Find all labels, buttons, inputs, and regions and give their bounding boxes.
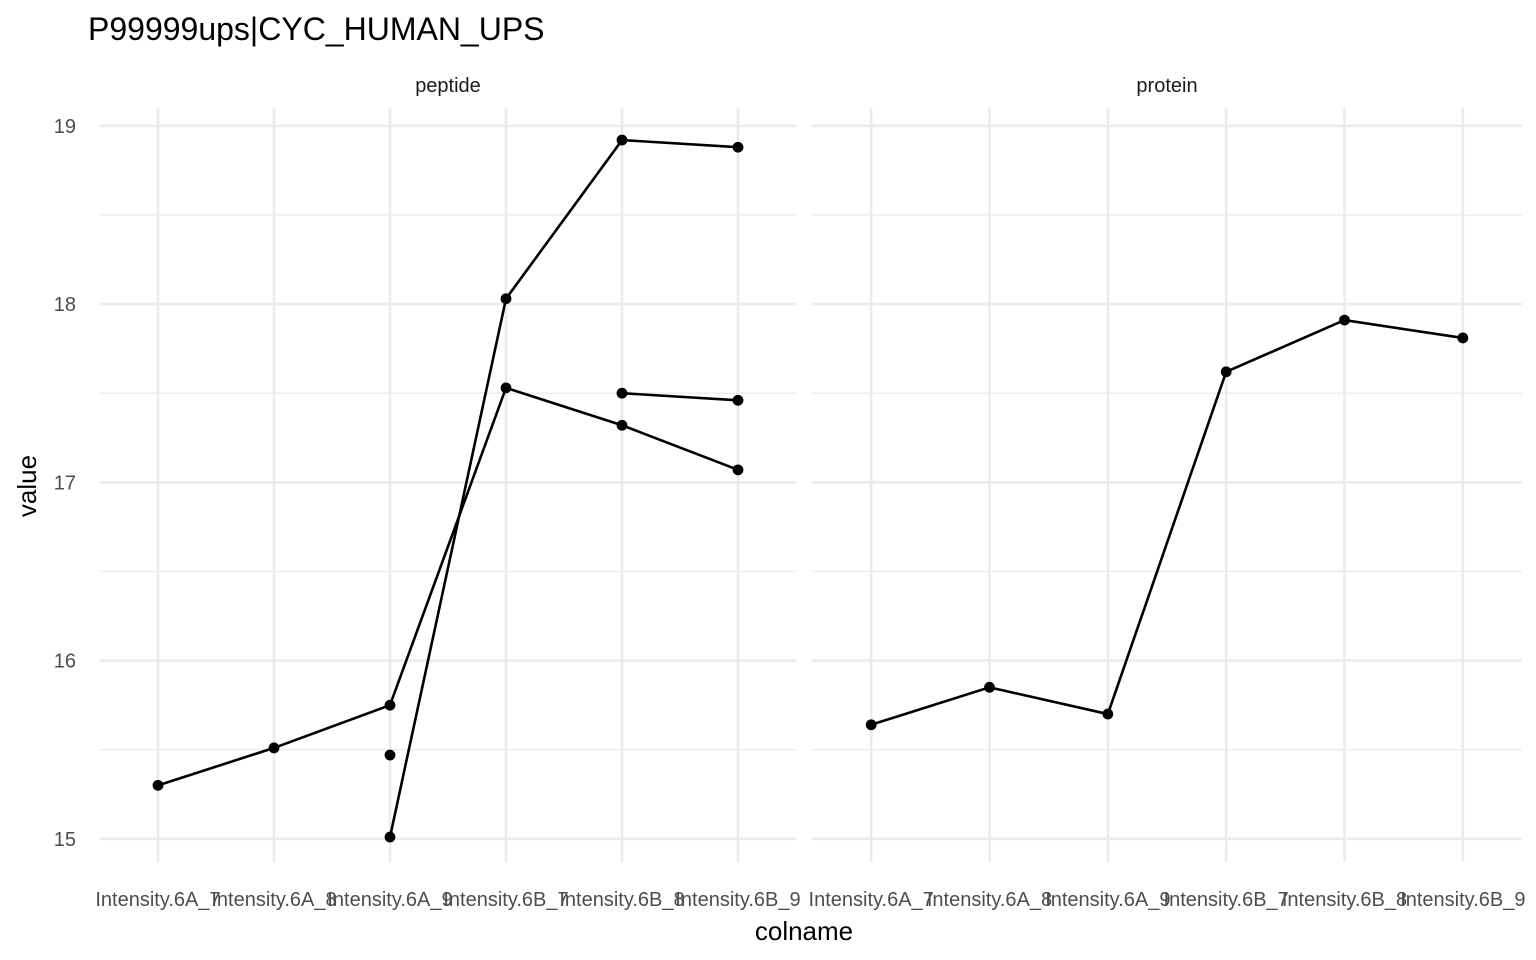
data-point xyxy=(500,293,512,305)
data-point xyxy=(500,382,512,394)
y-tick-label: 15 xyxy=(54,829,76,851)
data-point xyxy=(732,464,744,476)
data-point xyxy=(1220,366,1232,378)
facet-panel-peptide: peptideIntensity.6A_7Intensity.6A_8Inten… xyxy=(54,75,801,911)
x-tick-label: Intensity.6A_9 xyxy=(1045,889,1170,911)
x-tick-label: Intensity.6A_9 xyxy=(327,889,452,911)
y-tick-label: 18 xyxy=(54,294,76,316)
facet-strip-label: protein xyxy=(1136,75,1197,97)
data-point xyxy=(384,749,396,761)
data-point xyxy=(384,831,396,843)
x-axis-title: colname xyxy=(755,916,853,946)
y-tick-label: 19 xyxy=(54,116,76,138)
data-point xyxy=(1102,708,1114,720)
series-line-4 xyxy=(621,391,739,402)
x-tick-label: Intensity.6B_9 xyxy=(1400,889,1525,911)
x-tick-label: Intensity.6B_8 xyxy=(1282,889,1407,911)
data-point xyxy=(865,719,877,731)
x-tick-label: Intensity.6A_7 xyxy=(95,889,220,911)
data-point xyxy=(732,141,744,153)
x-tick-label: Intensity.6A_8 xyxy=(927,889,1052,911)
x-tick-label: Intensity.6A_7 xyxy=(809,889,934,911)
facet-strip-label: peptide xyxy=(415,75,481,97)
data-point xyxy=(984,681,995,693)
series-line-1 xyxy=(870,318,1464,726)
y-tick-label: 17 xyxy=(54,472,76,494)
data-point xyxy=(152,779,164,791)
series-line-1 xyxy=(157,386,739,787)
x-tick-label: Intensity.6B_8 xyxy=(559,889,684,911)
data-point xyxy=(616,134,628,146)
x-tick-label: Intensity.6B_7 xyxy=(1164,889,1289,911)
y-tick-label: 16 xyxy=(54,651,76,673)
facet-panels: peptideIntensity.6A_7Intensity.6A_8Inten… xyxy=(54,75,1526,911)
data-point xyxy=(732,394,744,406)
data-point xyxy=(616,419,628,431)
facet-panel-protein: proteinIntensity.6A_7Intensity.6A_8Inten… xyxy=(809,75,1526,911)
x-tick-label: Intensity.6B_7 xyxy=(443,889,568,911)
data-point xyxy=(1339,314,1350,326)
data-point xyxy=(268,742,280,754)
data-point xyxy=(384,699,396,711)
data-point xyxy=(1457,332,1469,344)
y-axis-title: value xyxy=(12,455,42,517)
chart-title: P99999ups|CYC_HUMAN_UPS xyxy=(88,11,545,47)
series-line-3 xyxy=(388,138,739,838)
x-tick-label: Intensity.6B_9 xyxy=(675,889,800,911)
x-tick-label: Intensity.6A_8 xyxy=(211,889,336,911)
data-point xyxy=(616,387,628,399)
